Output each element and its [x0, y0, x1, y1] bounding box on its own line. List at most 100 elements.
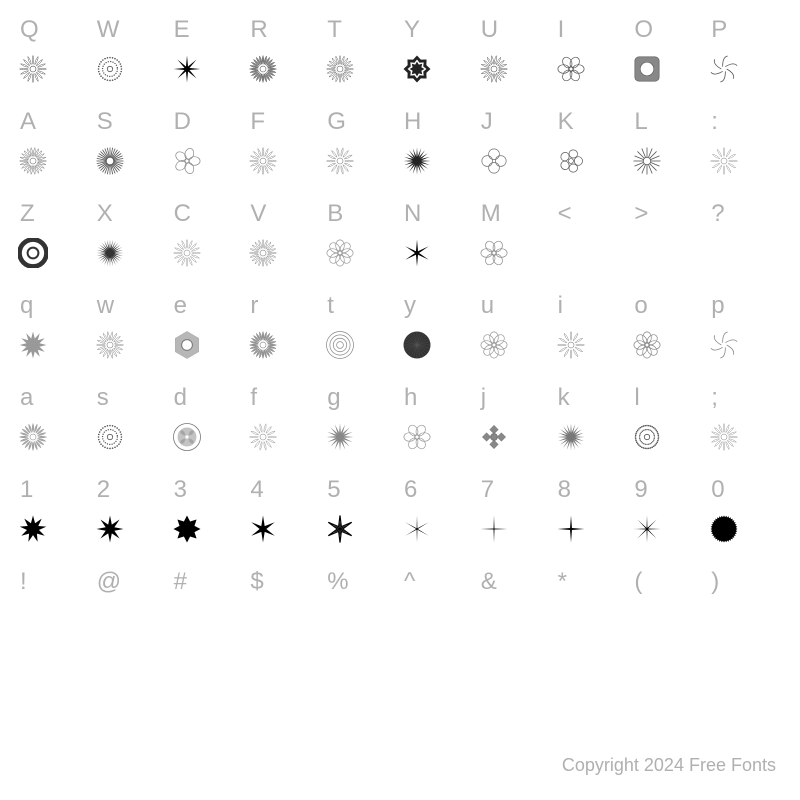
char-label: B	[323, 192, 400, 236]
char-label: <	[554, 192, 631, 236]
char-label: S	[93, 100, 170, 144]
char-label: a	[16, 376, 93, 420]
glyph-sample	[170, 420, 247, 468]
char-label: k	[554, 376, 631, 420]
char-label: Y	[400, 8, 477, 52]
char-label: K	[554, 100, 631, 144]
char-label: A	[16, 100, 93, 144]
char-label: 0	[707, 468, 784, 512]
glyph-sample	[630, 144, 707, 192]
char-label: I	[554, 8, 631, 52]
glyph-sample	[477, 144, 554, 192]
glyph-sample	[93, 328, 170, 376]
glyph-sample	[707, 52, 784, 100]
glyph-sample	[323, 420, 400, 468]
glyph-sample	[93, 512, 170, 560]
glyph-sample	[707, 236, 784, 284]
glyph-sample	[246, 52, 323, 100]
char-label: G	[323, 100, 400, 144]
glyph-sample	[170, 236, 247, 284]
char-label: F	[246, 100, 323, 144]
char-label: #	[170, 560, 247, 604]
char-label: 9	[630, 468, 707, 512]
glyph-sample	[246, 144, 323, 192]
glyph-sample	[323, 236, 400, 284]
char-label: o	[630, 284, 707, 328]
char-label: ;	[707, 376, 784, 420]
char-label: $	[246, 560, 323, 604]
glyph-sample	[16, 328, 93, 376]
glyph-sample	[630, 512, 707, 560]
char-label: 7	[477, 468, 554, 512]
glyph-sample	[93, 604, 170, 652]
char-label: w	[93, 284, 170, 328]
glyph-sample	[246, 328, 323, 376]
glyph-sample	[323, 512, 400, 560]
glyph-sample	[400, 328, 477, 376]
char-label: 1	[16, 468, 93, 512]
glyph-sample	[554, 52, 631, 100]
char-label: y	[400, 284, 477, 328]
char-label: V	[246, 192, 323, 236]
glyph-sample	[16, 144, 93, 192]
glyph-sample	[93, 144, 170, 192]
char-label: f	[246, 376, 323, 420]
char-label: >	[630, 192, 707, 236]
glyph-sample	[323, 52, 400, 100]
char-label: j	[477, 376, 554, 420]
char-label: (	[630, 560, 707, 604]
glyph-sample	[323, 604, 400, 652]
glyph-sample	[170, 328, 247, 376]
glyph-sample	[246, 236, 323, 284]
char-label: C	[170, 192, 247, 236]
glyph-sample	[554, 144, 631, 192]
char-label: g	[323, 376, 400, 420]
glyph-sample	[246, 512, 323, 560]
glyph-sample	[93, 420, 170, 468]
glyph-sample	[16, 420, 93, 468]
glyph-sample	[16, 604, 93, 652]
glyph-sample	[170, 512, 247, 560]
glyph-sample	[400, 144, 477, 192]
glyph-sample	[93, 52, 170, 100]
glyph-sample	[477, 420, 554, 468]
glyph-sample	[477, 328, 554, 376]
char-label: u	[477, 284, 554, 328]
glyph-sample	[16, 512, 93, 560]
glyph-sample	[477, 512, 554, 560]
char-label: %	[323, 560, 400, 604]
glyph-sample	[400, 420, 477, 468]
glyph-sample	[707, 328, 784, 376]
glyph-sample	[554, 328, 631, 376]
glyph-sample	[630, 236, 707, 284]
char-label: R	[246, 8, 323, 52]
glyph-sample	[477, 604, 554, 652]
glyph-sample	[323, 144, 400, 192]
glyph-sample	[477, 52, 554, 100]
char-label: Q	[16, 8, 93, 52]
char-label: W	[93, 8, 170, 52]
glyph-sample	[400, 236, 477, 284]
char-label: !	[16, 560, 93, 604]
copyright-text: Copyright 2024 Free Fonts	[562, 755, 776, 776]
glyph-sample	[707, 144, 784, 192]
char-label: @	[93, 560, 170, 604]
glyph-sample	[170, 52, 247, 100]
glyph-sample	[170, 604, 247, 652]
char-label: s	[93, 376, 170, 420]
char-label: 2	[93, 468, 170, 512]
glyph-sample	[93, 236, 170, 284]
glyph-sample	[630, 420, 707, 468]
glyph-sample	[554, 512, 631, 560]
glyph-sample	[400, 604, 477, 652]
glyph-sample	[246, 420, 323, 468]
glyph-sample	[16, 52, 93, 100]
char-label: ?	[707, 192, 784, 236]
char-label: D	[170, 100, 247, 144]
glyph-sample	[323, 328, 400, 376]
char-label: X	[93, 192, 170, 236]
char-label: 8	[554, 468, 631, 512]
glyph-sample	[246, 604, 323, 652]
char-label: h	[400, 376, 477, 420]
glyph-sample	[554, 604, 631, 652]
